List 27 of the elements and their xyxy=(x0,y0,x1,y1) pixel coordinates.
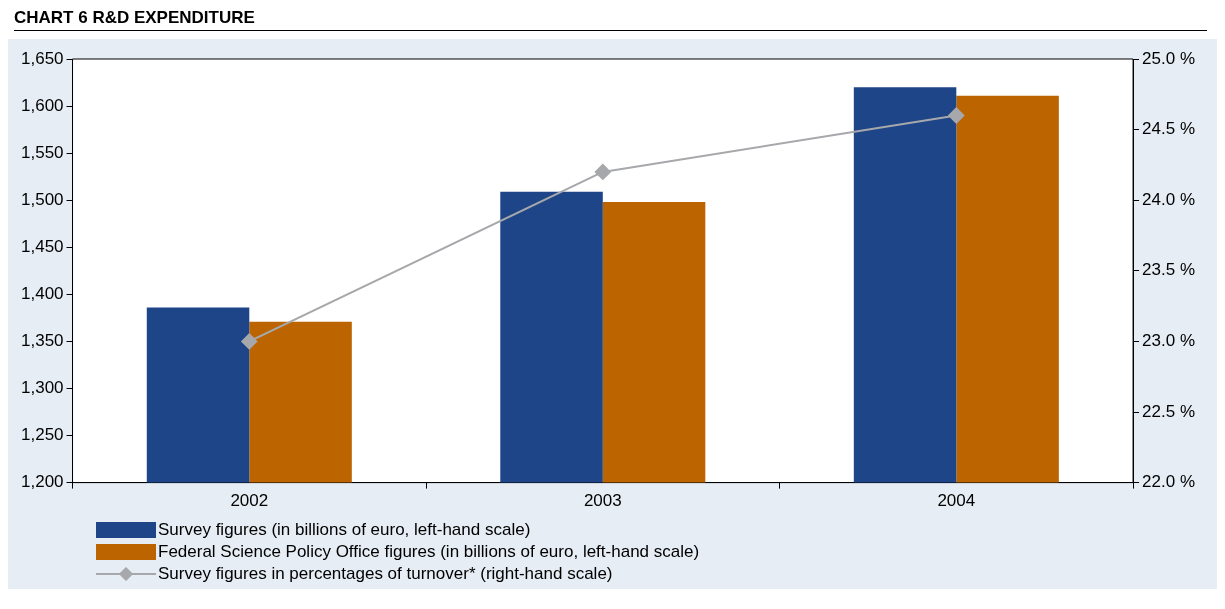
y2-tick-label: 23.5 % xyxy=(1142,260,1196,280)
y2-tick-label: 23.0 % xyxy=(1142,331,1196,351)
point xyxy=(948,107,965,124)
x-tick-label: 2003 xyxy=(583,491,622,511)
y2-tick-label: 24.5 % xyxy=(1142,119,1196,139)
y-tick-label: 1,450 xyxy=(20,236,64,256)
point xyxy=(241,333,258,350)
legend-label: Survey figures (in billions of euro, left-hand scale) xyxy=(158,519,531,541)
x-tick-label: 2002 xyxy=(230,491,269,511)
legend-label: Survey figures in percentages of turnover* (right-hand scale) xyxy=(158,563,613,585)
x-tick-label: 2004 xyxy=(937,491,976,511)
y-tick-label: 1,400 xyxy=(20,284,64,304)
y2-tick-label: 22.5 % xyxy=(1142,401,1196,421)
y-tick-label: 1,500 xyxy=(20,189,64,209)
y-tick-label: 1,250 xyxy=(20,425,64,445)
point xyxy=(594,163,611,180)
chart-title: CHART 6 R&D EXPENDITURE xyxy=(14,8,1207,31)
y-tick-label: 1,600 xyxy=(20,95,64,115)
y-tick-label: 1,350 xyxy=(20,331,64,351)
y-tick-label: 1,550 xyxy=(20,142,64,162)
y-tick-label: 1,650 xyxy=(20,48,64,68)
y-tick-label: 1,200 xyxy=(20,472,64,492)
y2-tick-label: 22.0 % xyxy=(1142,472,1196,492)
legend-label: Federal Science Policy Office figures (in billions of euro, left-hand scale) xyxy=(158,541,700,563)
y2-tick-label: 24.0 % xyxy=(1142,189,1196,209)
y2-tick-label: 25.0 % xyxy=(1142,48,1196,68)
y-tick-label: 1,300 xyxy=(20,378,64,398)
